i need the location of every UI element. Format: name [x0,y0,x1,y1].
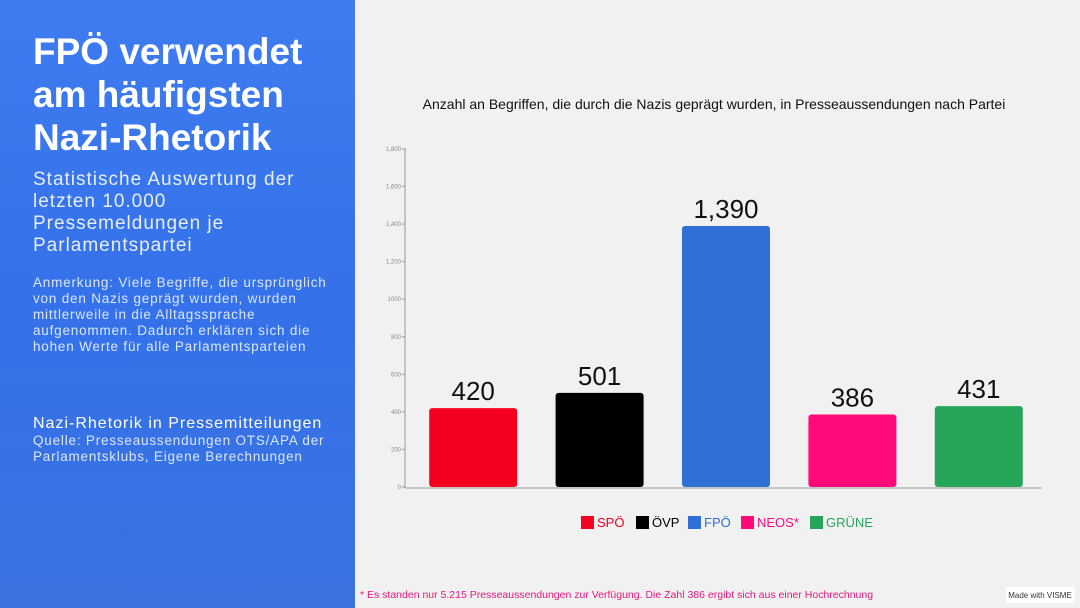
y-tick-label: 800 [391,335,402,341]
y-tick-label: 1000 [388,297,402,303]
bar [555,392,644,487]
headline: FPÖ verwendet am häufigsten Nazi-Rhetori… [33,31,303,158]
legend-swatch [636,516,649,529]
value-label: 1,390 [693,194,758,224]
badge: Made with VISME [1008,591,1072,600]
y-tick-label: 0 [398,485,402,491]
y-tick-label: 600 [391,372,402,378]
chart-title: Anzahl an Begriffen, die durch die Nazis… [423,96,1006,112]
y-tick-label: 1,600 [386,185,402,191]
section-title: Nazi-Rhetorik in Pressemitteilungen [33,415,323,432]
bar [934,406,1023,487]
legend-swatch [741,516,754,529]
note: Anmerkung: Viele Begriffe, die ursprüngl… [33,275,327,354]
legend-label: GRÜNE [826,515,873,530]
legend-swatch [810,516,823,529]
value-label: 420 [452,376,495,406]
footnote: * Es standen nur 5.215 Presseaussendunge… [360,589,873,601]
value-label: 501 [578,361,621,391]
left-panel: FPÖ verwendet am häufigsten Nazi-Rhetori… [0,0,355,608]
y-tick-label: 200 [391,447,402,453]
source: Quelle: Presseaussendungen OTS/APA der P… [33,433,325,464]
y-tick-label: 1,200 [386,260,402,266]
y-tick-label: 400 [391,410,402,416]
legend-swatch [581,516,594,529]
bar [808,414,897,487]
y-tick-label: 1,400 [386,222,402,228]
bar [429,408,518,487]
legend-swatch [688,516,701,529]
subtitle: Statistische Auswertung der letzten 10.0… [33,169,295,256]
legend-label: FPÖ [704,515,731,530]
value-label: 431 [957,374,1000,404]
value-label: 386 [831,383,874,413]
legend-label: NEOS* [757,515,799,530]
y-tick-label: 1,800 [386,147,402,153]
legend-label: SPÖ [597,515,624,530]
badge-bg [1006,587,1075,603]
legend-label: ÖVP [652,515,679,530]
bar [682,225,770,487]
